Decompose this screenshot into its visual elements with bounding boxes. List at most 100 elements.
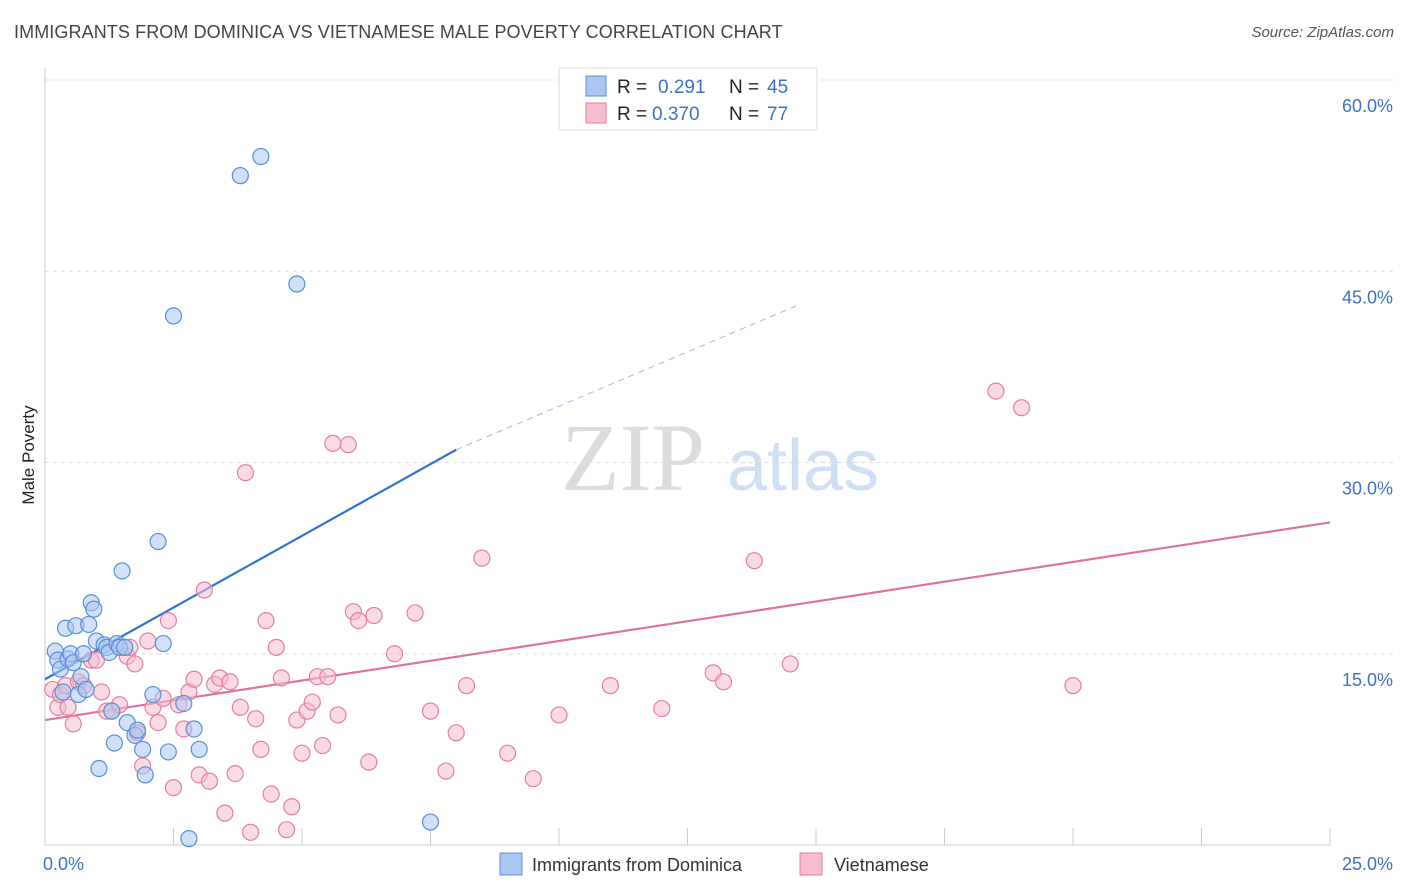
legend-n-value-2: 77 bbox=[767, 104, 788, 125]
y-tick-labels: 15.0% 30.0% 45.0% 60.0% bbox=[1342, 96, 1393, 690]
point-dominica-36 bbox=[164, 307, 183, 325]
point-vietnamese-47 bbox=[283, 798, 301, 816]
point-vietnamese-39 bbox=[242, 823, 260, 841]
point-dominica-30 bbox=[134, 740, 152, 758]
point-vietnamese-64 bbox=[421, 702, 440, 720]
point-vietnamese-38 bbox=[236, 464, 255, 482]
point-vietnamese-69 bbox=[499, 744, 517, 762]
point-vietnamese-21 bbox=[149, 713, 167, 732]
point-vietnamese-36 bbox=[226, 764, 244, 783]
point-dominica-12 bbox=[77, 680, 95, 699]
legend-swatch-blue bbox=[585, 75, 607, 97]
point-dominica-39 bbox=[180, 830, 198, 848]
legend-r-value-2: 0.370 bbox=[652, 104, 700, 125]
point-vietnamese-77 bbox=[1012, 399, 1031, 417]
point-vietnamese-68 bbox=[473, 549, 491, 567]
point-dominica-13 bbox=[80, 615, 98, 634]
axes bbox=[44, 68, 1331, 846]
point-dominica-17 bbox=[90, 759, 108, 778]
point-vietnamese-55 bbox=[324, 434, 342, 452]
point-vietnamese-4 bbox=[59, 698, 77, 716]
point-vietnamese-41 bbox=[252, 740, 270, 758]
point-dominica-11 bbox=[74, 645, 93, 663]
trend-vietnamese bbox=[44, 521, 1331, 722]
point-dominica-25 bbox=[113, 562, 131, 580]
point-vietnamese-42 bbox=[257, 611, 275, 630]
series-dominica-points bbox=[46, 147, 440, 848]
point-vietnamese-35 bbox=[221, 673, 239, 691]
point-dominica-21 bbox=[103, 702, 121, 720]
point-dominica-29 bbox=[128, 721, 147, 739]
point-vietnamese-10 bbox=[92, 683, 111, 701]
point-vietnamese-61 bbox=[365, 606, 383, 625]
point-dominica-42 bbox=[252, 147, 270, 166]
point-vietnamese-70 bbox=[524, 770, 542, 788]
point-vietnamese-54 bbox=[319, 668, 337, 686]
point-vietnamese-53 bbox=[313, 736, 332, 755]
point-dominica-26 bbox=[116, 638, 134, 656]
point-dominica-44 bbox=[421, 813, 440, 831]
point-vietnamese-76 bbox=[987, 382, 1005, 400]
point-vietnamese-5 bbox=[64, 715, 82, 733]
y-tick-label-15: 15.0% bbox=[1342, 670, 1393, 690]
x-tick-label-0: 0.0% bbox=[43, 854, 84, 874]
point-dominica-31 bbox=[136, 766, 154, 784]
point-vietnamese-40 bbox=[247, 710, 265, 728]
legend-r-label-1: R = bbox=[617, 77, 647, 98]
point-dominica-43 bbox=[288, 275, 306, 293]
point-vietnamese-71 bbox=[550, 706, 568, 724]
x-tick-labels: 0.0% 25.0% bbox=[43, 854, 1393, 874]
point-vietnamese-49 bbox=[293, 744, 311, 762]
point-vietnamese-24 bbox=[164, 779, 183, 797]
trend-dominica-dashed bbox=[456, 305, 798, 451]
point-vietnamese-65 bbox=[437, 762, 455, 780]
trend-lines bbox=[44, 305, 1331, 722]
point-vietnamese-30 bbox=[195, 581, 213, 599]
point-vietnamese-75 bbox=[781, 655, 799, 673]
point-vietnamese-44 bbox=[267, 638, 285, 656]
bottom-legend-dominica: Immigrants from Dominica bbox=[532, 855, 743, 875]
bottom-legend-swatch-blue bbox=[499, 852, 523, 876]
watermark-atlas: atlas bbox=[727, 426, 879, 506]
point-vietnamese-72 bbox=[601, 677, 620, 695]
y-axis-label: Male Poverty bbox=[19, 405, 38, 505]
y-tick-label-60: 60.0% bbox=[1342, 96, 1393, 116]
point-dominica-37 bbox=[175, 694, 193, 713]
legend-n-value-1: 45 bbox=[767, 77, 788, 98]
legend-n-label-1: N = bbox=[729, 77, 759, 98]
point-vietnamese-57 bbox=[339, 436, 357, 454]
point-dominica-22 bbox=[105, 734, 123, 752]
point-vietnamese-19 bbox=[139, 632, 157, 650]
legend-swatch-pink bbox=[585, 102, 607, 124]
point-vietnamese-63 bbox=[406, 604, 424, 622]
point-dominica-15 bbox=[85, 600, 103, 618]
point-vietnamese-67 bbox=[457, 677, 476, 695]
source-label: Source: ZipAtlas.com bbox=[1251, 24, 1394, 41]
point-dominica-34 bbox=[154, 634, 172, 653]
x-tick-label-25: 25.0% bbox=[1342, 854, 1393, 874]
point-dominica-38 bbox=[185, 720, 203, 738]
bottom-legend-swatch-pink bbox=[799, 852, 823, 876]
y-tick-label-45: 45.0% bbox=[1342, 287, 1393, 307]
y-tick-label-30: 30.0% bbox=[1342, 479, 1393, 499]
point-vietnamese-28 bbox=[185, 670, 203, 688]
point-vietnamese-16 bbox=[126, 655, 144, 673]
point-vietnamese-59 bbox=[349, 611, 368, 630]
watermark-zip: ZIP bbox=[561, 404, 705, 511]
point-vietnamese-34 bbox=[216, 804, 234, 822]
point-dominica-35 bbox=[159, 743, 177, 761]
bottom-legend: Immigrants from Dominica Vietnamese bbox=[499, 852, 929, 876]
chart-title: IMMIGRANTS FROM DOMINICA VS VIETNAMESE M… bbox=[14, 22, 783, 42]
point-vietnamese-60 bbox=[360, 753, 378, 771]
legend-r-label-2: R = bbox=[617, 104, 647, 125]
legend-n-label-2: N = bbox=[729, 104, 759, 125]
point-vietnamese-37 bbox=[231, 698, 249, 716]
point-vietnamese-80 bbox=[745, 552, 763, 570]
point-dominica-32 bbox=[144, 685, 162, 704]
point-vietnamese-66 bbox=[447, 724, 465, 742]
point-vietnamese-23 bbox=[159, 611, 177, 630]
point-vietnamese-73 bbox=[653, 699, 671, 718]
point-vietnamese-62 bbox=[385, 645, 404, 663]
legend: R = 0.291 N = 45 R = 0.370 N = 77 bbox=[558, 67, 818, 131]
